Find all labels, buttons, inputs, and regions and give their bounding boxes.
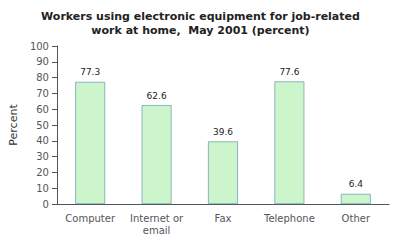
svg-text:Fax: Fax [215,213,232,224]
svg-text:80: 80 [36,72,49,83]
svg-text:10: 10 [36,183,49,194]
svg-text:Internet or: Internet or [130,213,184,224]
svg-text:50: 50 [36,120,49,131]
svg-text:60: 60 [36,104,49,115]
svg-text:70: 70 [36,88,49,99]
svg-text:100: 100 [30,41,49,52]
svg-text:40: 40 [36,135,49,146]
svg-text:Workers using electronic equip: Workers using electronic equipment for j… [41,10,360,23]
svg-text:90: 90 [36,56,49,67]
svg-text:work at home, May 2001 (perce: work at home, May 2001 (percent) [91,24,309,37]
svg-text:77.3: 77.3 [80,67,100,77]
svg-text:20: 20 [36,167,49,178]
svg-text:Telephone: Telephone [263,213,315,224]
svg-text:email: email [143,225,171,236]
svg-text:30: 30 [36,151,49,162]
svg-text:0: 0 [43,199,49,210]
svg-text:62.6: 62.6 [147,91,167,101]
svg-text:Percent: Percent [7,104,20,146]
svg-text:77.6: 77.6 [279,67,299,77]
svg-text:6.4: 6.4 [349,179,364,189]
svg-text:Other: Other [342,213,371,224]
svg-text:39.6: 39.6 [213,127,233,137]
svg-text:Computer: Computer [65,213,116,224]
